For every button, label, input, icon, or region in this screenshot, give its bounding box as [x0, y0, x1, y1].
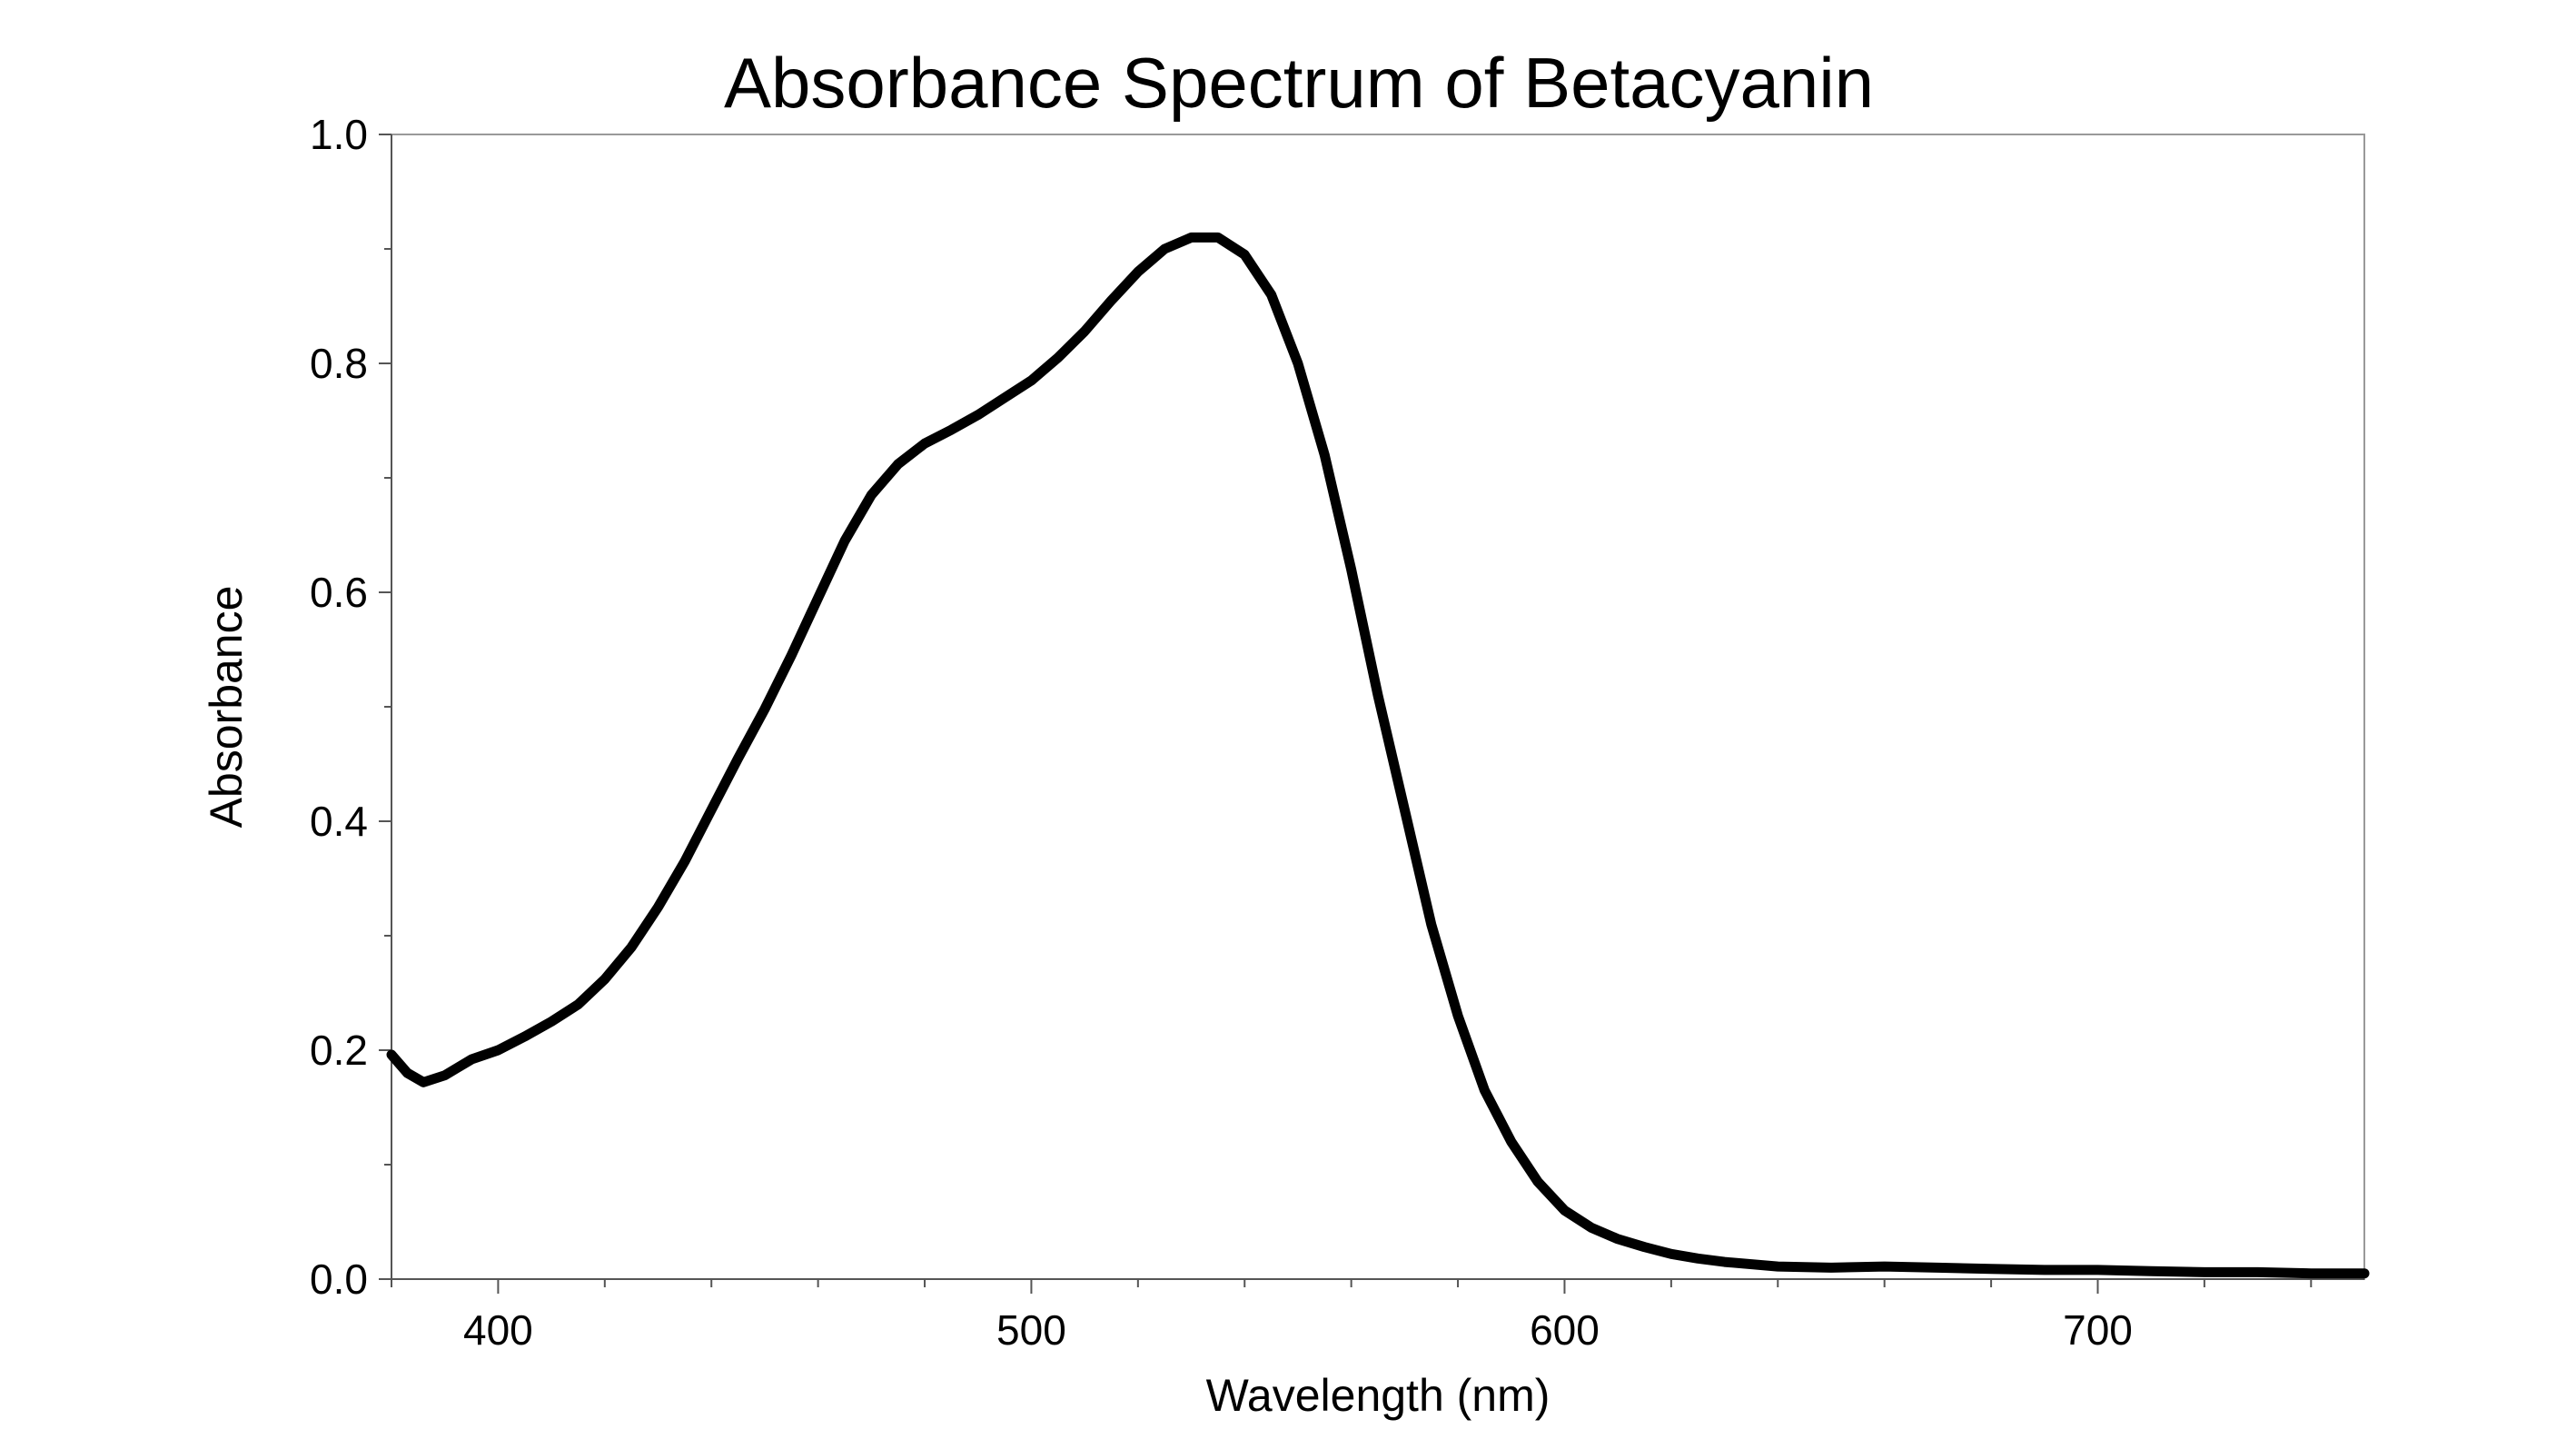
absorbance-series-line — [386, 232, 2370, 1279]
x-tick-label: 700 — [2063, 1306, 2133, 1354]
x-axis-label: Wavelength (nm) — [1206, 1370, 1551, 1421]
x-tick-label: 600 — [1530, 1306, 1600, 1354]
x-tick-label: 400 — [463, 1306, 533, 1354]
x-axis-ticks: 400 500 600 700 — [391, 1279, 2313, 1354]
y-axis-ticks: 0.0 0.2 0.4 0.6 0.8 1.0 — [310, 111, 391, 1303]
y-tick-label: 0.6 — [310, 569, 368, 616]
chart-title: Absorbance Spectrum of Betacyanin — [724, 43, 1874, 123]
y-tick-label: 0.0 — [310, 1255, 368, 1303]
y-axis-label: Absorbance — [201, 586, 252, 829]
y-tick-label: 0.2 — [310, 1027, 368, 1074]
x-tick-label: 500 — [996, 1306, 1066, 1354]
y-tick-label: 1.0 — [310, 111, 368, 158]
y-tick-label: 0.4 — [310, 798, 368, 845]
y-tick-label: 0.8 — [310, 340, 368, 387]
